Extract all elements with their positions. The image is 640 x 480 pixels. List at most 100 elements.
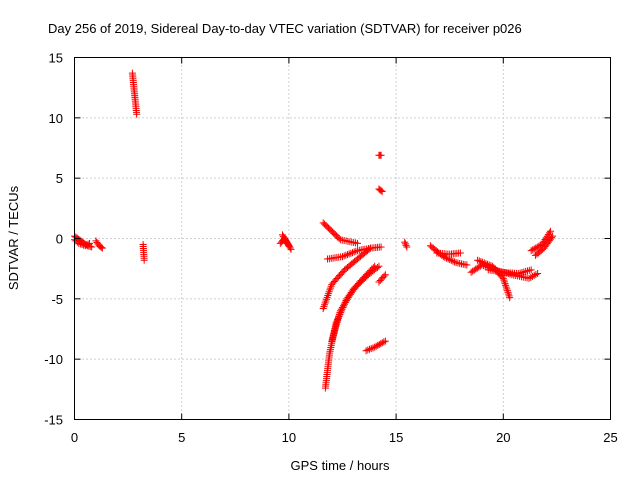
data-point (482, 260, 490, 268)
data-point (373, 263, 381, 271)
data-point (477, 258, 485, 266)
data-point (378, 339, 386, 347)
data-point (98, 244, 106, 252)
data-point (527, 247, 535, 255)
data-point (402, 241, 410, 249)
data-point (364, 346, 372, 354)
y-tick-label: -5 (51, 292, 63, 307)
data-point (475, 257, 483, 265)
x-tick-label: 20 (496, 430, 510, 445)
data-point (498, 273, 506, 281)
data-point (284, 240, 292, 248)
x-tick-label: 15 (389, 430, 403, 445)
data-point (534, 269, 542, 277)
data-point (500, 276, 508, 284)
data-point (447, 256, 455, 264)
data-point (344, 251, 352, 259)
data-point (545, 229, 553, 237)
data-point (502, 283, 510, 291)
y-tick-label: -15 (44, 413, 63, 428)
y-axis-label: SDTVAR / TECUs (6, 185, 21, 290)
data-point (532, 270, 540, 278)
y-tick-label: 0 (56, 232, 63, 247)
data-point (375, 262, 383, 270)
data-point (88, 243, 96, 251)
data-point (377, 340, 385, 348)
data-point (380, 272, 388, 280)
data-point (133, 110, 141, 118)
data-point (501, 280, 509, 288)
x-tick-label: 25 (603, 430, 617, 445)
data-point (365, 245, 373, 253)
data-point (366, 345, 374, 353)
data-point (479, 258, 487, 266)
data-point (340, 252, 348, 260)
data-point (463, 261, 471, 269)
data-point (549, 232, 557, 240)
data-point (456, 249, 464, 257)
data-point (282, 237, 290, 245)
data-point (281, 235, 289, 242)
data-point (505, 290, 513, 298)
data-point (380, 338, 388, 346)
data-point (485, 261, 493, 269)
data-point (381, 337, 389, 345)
data-point (287, 245, 295, 253)
data-point (401, 240, 409, 248)
chart-title: Day 256 of 2019, Sidereal Day-to-day VTE… (48, 21, 522, 36)
data-point (504, 288, 512, 296)
data-point (371, 343, 379, 351)
data-point (367, 345, 375, 353)
data-point (369, 344, 377, 352)
data-point (546, 227, 554, 235)
data-points (71, 69, 557, 392)
data-point (499, 274, 507, 282)
data-point (403, 243, 411, 251)
data-point (339, 253, 346, 261)
data-point (525, 266, 533, 274)
data-point (532, 244, 540, 252)
data-point (502, 281, 510, 289)
data-point (347, 249, 355, 257)
data-point (97, 243, 105, 251)
data-point (535, 242, 543, 250)
x-tick-label: 10 (282, 430, 296, 445)
data-point (140, 256, 148, 264)
data-point (484, 260, 492, 268)
data-point (527, 266, 535, 274)
axis-ticks: 0 5 10 15 20 25 -15 -10 -5 0 5 10 15 (44, 51, 618, 446)
data-point (377, 243, 385, 251)
y-tick-label: 10 (49, 111, 63, 126)
x-tick-label: 5 (178, 430, 185, 445)
data-point (441, 253, 449, 261)
data-point (350, 248, 358, 256)
data-point (548, 234, 556, 242)
x-axis-label: GPS time / hours (291, 458, 390, 473)
y-tick-label: -10 (44, 352, 63, 367)
data-point (503, 287, 511, 295)
data-point (342, 251, 350, 259)
data-point (377, 187, 385, 195)
data-point (381, 271, 389, 279)
data-point (529, 246, 537, 254)
y-tick-label: 15 (49, 51, 63, 66)
data-point (375, 341, 383, 349)
data-point (345, 250, 353, 258)
data-point (374, 341, 382, 349)
data-point (281, 236, 289, 244)
data-point (354, 239, 362, 247)
data-point (503, 285, 511, 293)
data-point (533, 243, 541, 251)
data-point (449, 257, 457, 265)
y-tick-label: 5 (56, 171, 63, 186)
data-point (506, 294, 514, 302)
data-point (480, 259, 488, 267)
data-point (474, 256, 482, 264)
x-tick-label: 0 (71, 430, 78, 445)
data-point (401, 238, 409, 246)
data-point (372, 342, 380, 350)
data-point (352, 247, 360, 255)
data-point (349, 249, 357, 257)
data-point (377, 151, 385, 159)
